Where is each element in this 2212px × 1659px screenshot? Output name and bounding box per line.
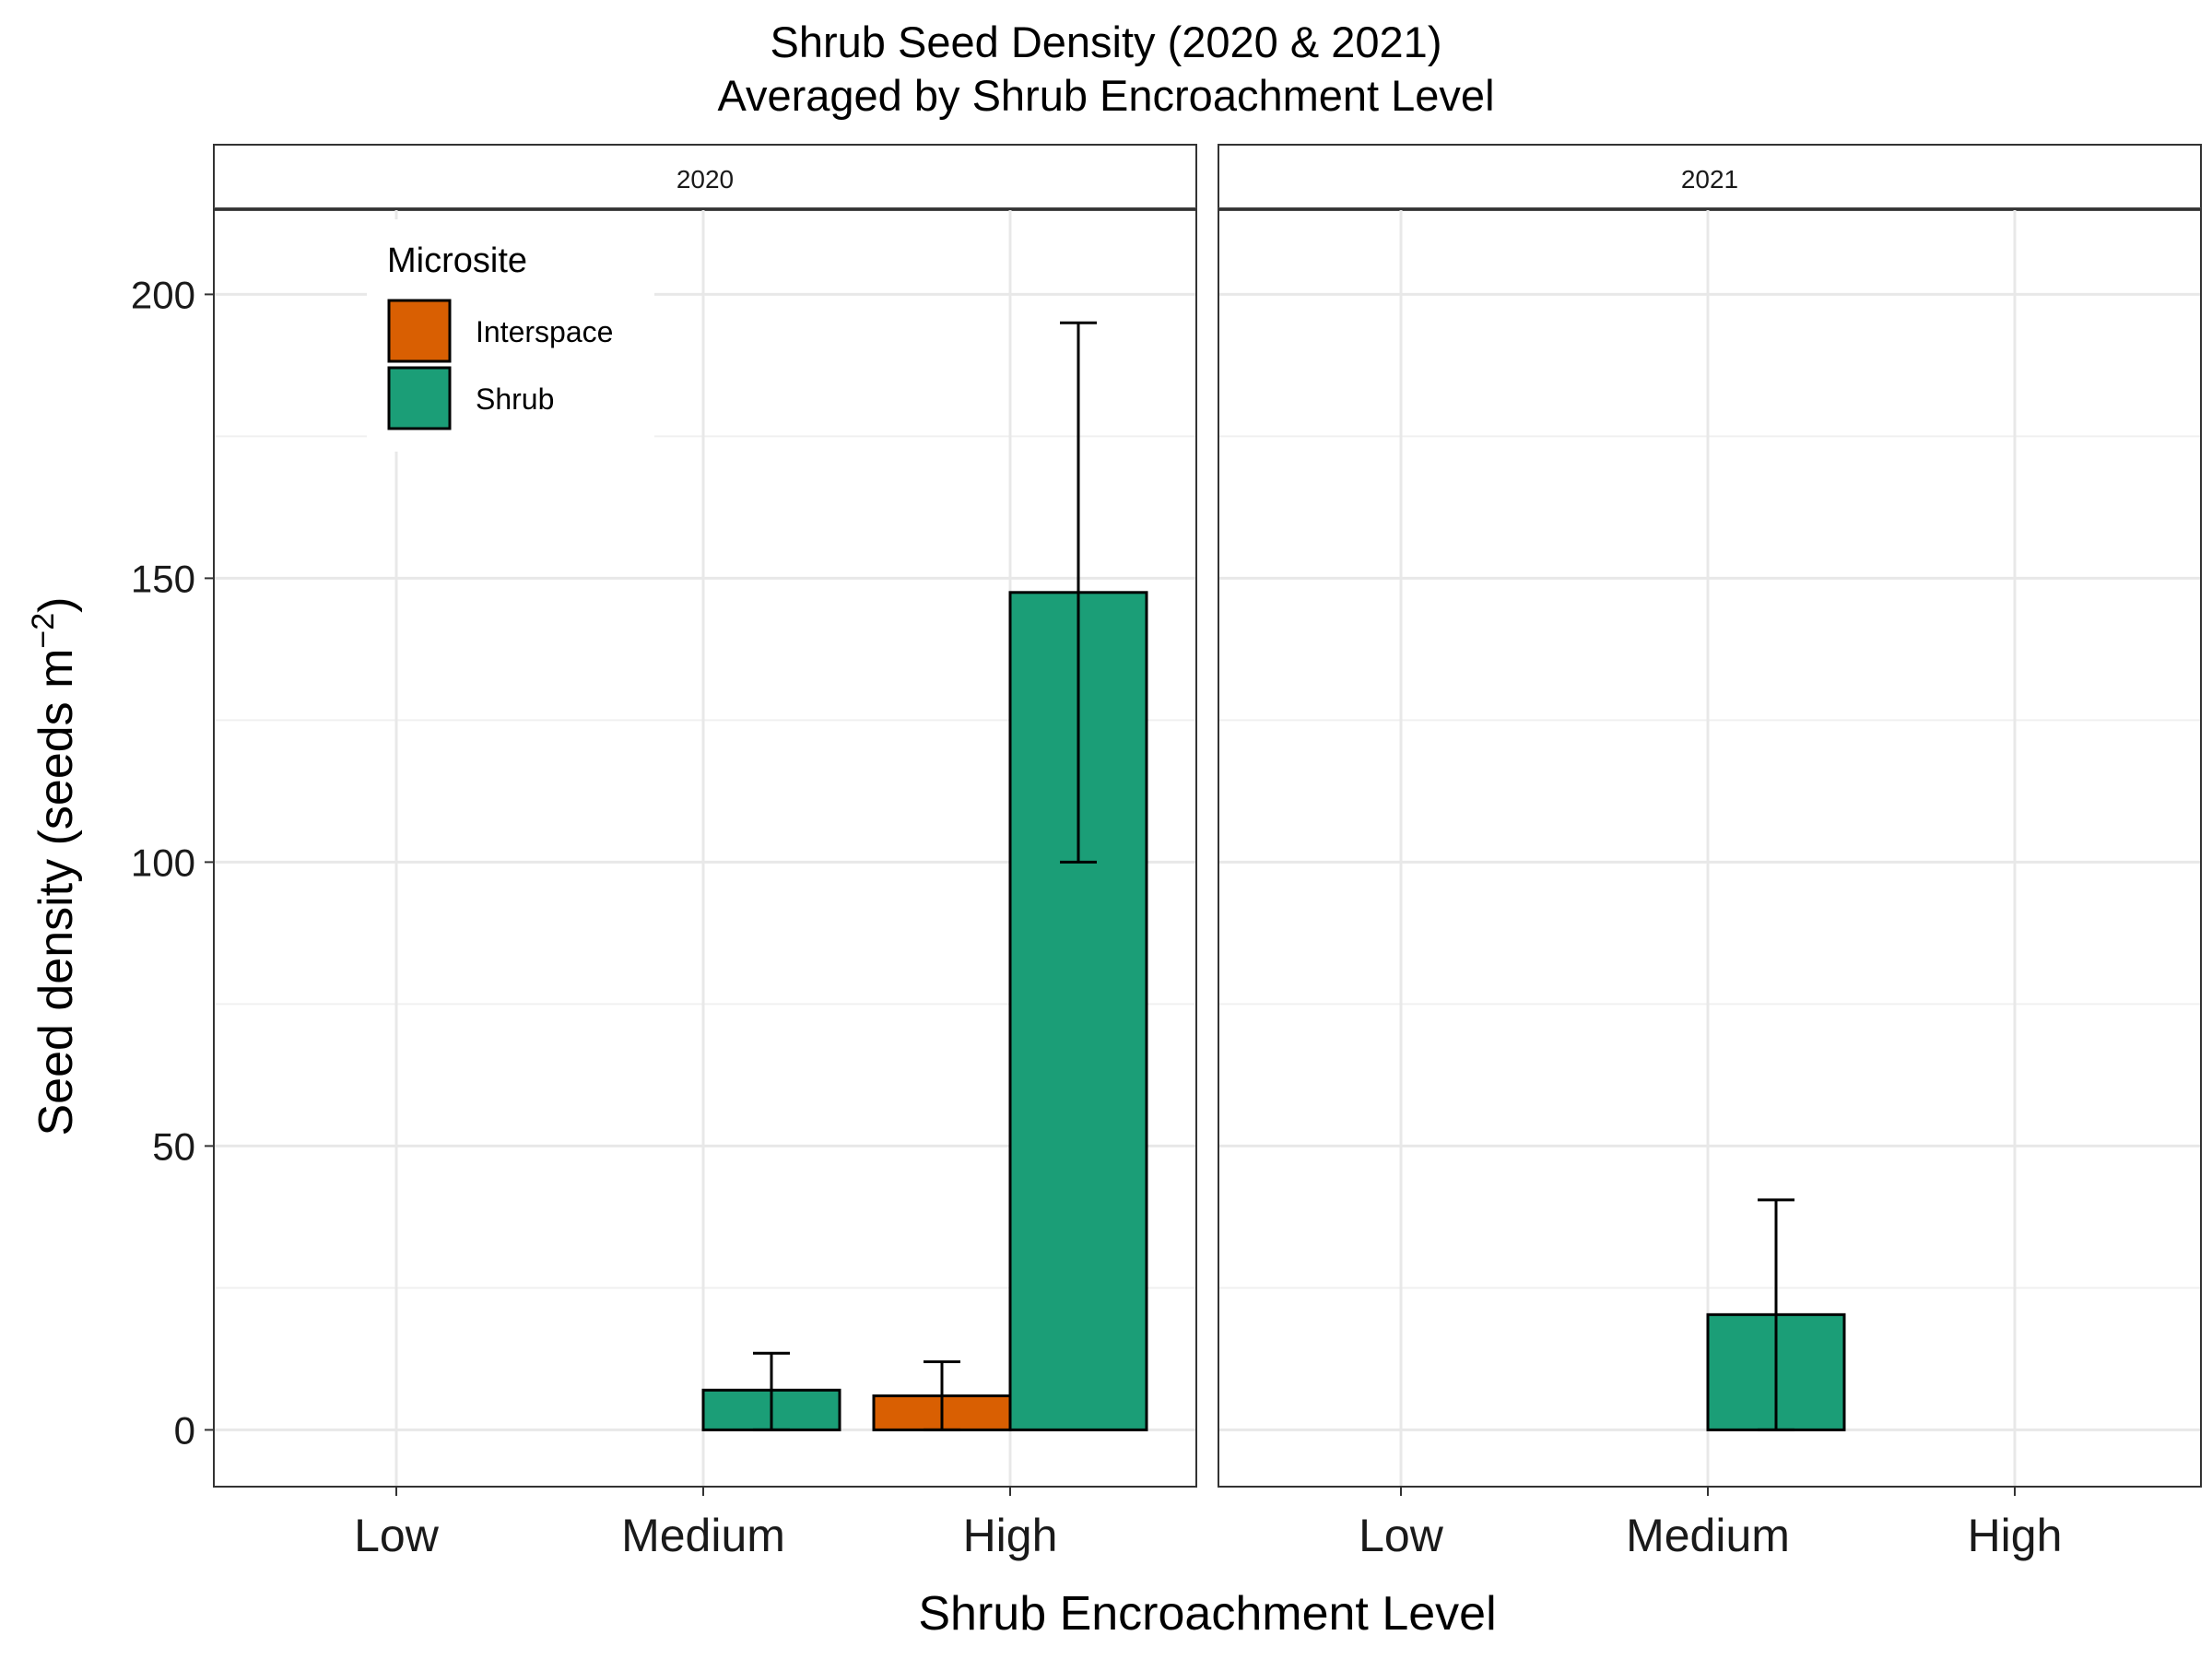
panel-border (1218, 208, 2202, 1488)
facet-strip (1218, 144, 2202, 210)
y-axis-ticks: 0 50 100 150 200 (131, 273, 214, 1452)
facet-strip-label: 2021 (1681, 165, 1738, 194)
legend-label-interspace: Interspace (476, 315, 613, 348)
panel-border (213, 208, 1197, 1488)
x-tick-label-high: High (1968, 1510, 2063, 1561)
chart-subtitle: Averaged by Shrub Encroachment Level (717, 71, 1494, 120)
facet-strip-label: 2020 (677, 165, 734, 194)
x-tick-label-high: High (963, 1510, 1058, 1561)
y-tick-label-0: 0 (174, 1408, 195, 1452)
legend-key-shrub (387, 366, 452, 430)
panels-layer: 2020 Low Medium High 2021 Low Medium High (213, 144, 2202, 1561)
legend: Microsite Interspace Shrub (367, 219, 654, 452)
facet-strip (213, 144, 1197, 210)
y-axis-title-superscript: −2 (26, 613, 61, 649)
y-axis-title-main: Seed density (seeds m (29, 649, 83, 1136)
x-axis-title: Shrub Encroachment Level (918, 1587, 1496, 1641)
legend-key-interspace (387, 299, 452, 363)
y-tick-label-100: 100 (131, 841, 195, 884)
x-tick-label-low: Low (1359, 1510, 1444, 1561)
y-axis-title: Seed density (seeds m−2) (26, 596, 83, 1135)
facet-panel-2020: 2020 Low Medium High (213, 144, 1197, 1561)
y-tick-label-200: 200 (131, 273, 195, 316)
legend-title: Microsite (387, 241, 527, 280)
x-tick-label-medium: Medium (621, 1510, 785, 1561)
y-tick-label-50: 50 (152, 1124, 195, 1168)
legend-label-shrub: Shrub (476, 382, 554, 416)
x-tick-label-medium: Medium (1626, 1510, 1790, 1561)
y-axis-title-suffix: ) (29, 596, 83, 612)
facet-panel-2021: 2021 Low Medium High (1218, 144, 2202, 1561)
chart-title: Shrub Seed Density (2020 & 2021) (771, 18, 1442, 66)
y-tick-label-150: 150 (131, 557, 195, 600)
x-tick-label-low: Low (354, 1510, 440, 1561)
